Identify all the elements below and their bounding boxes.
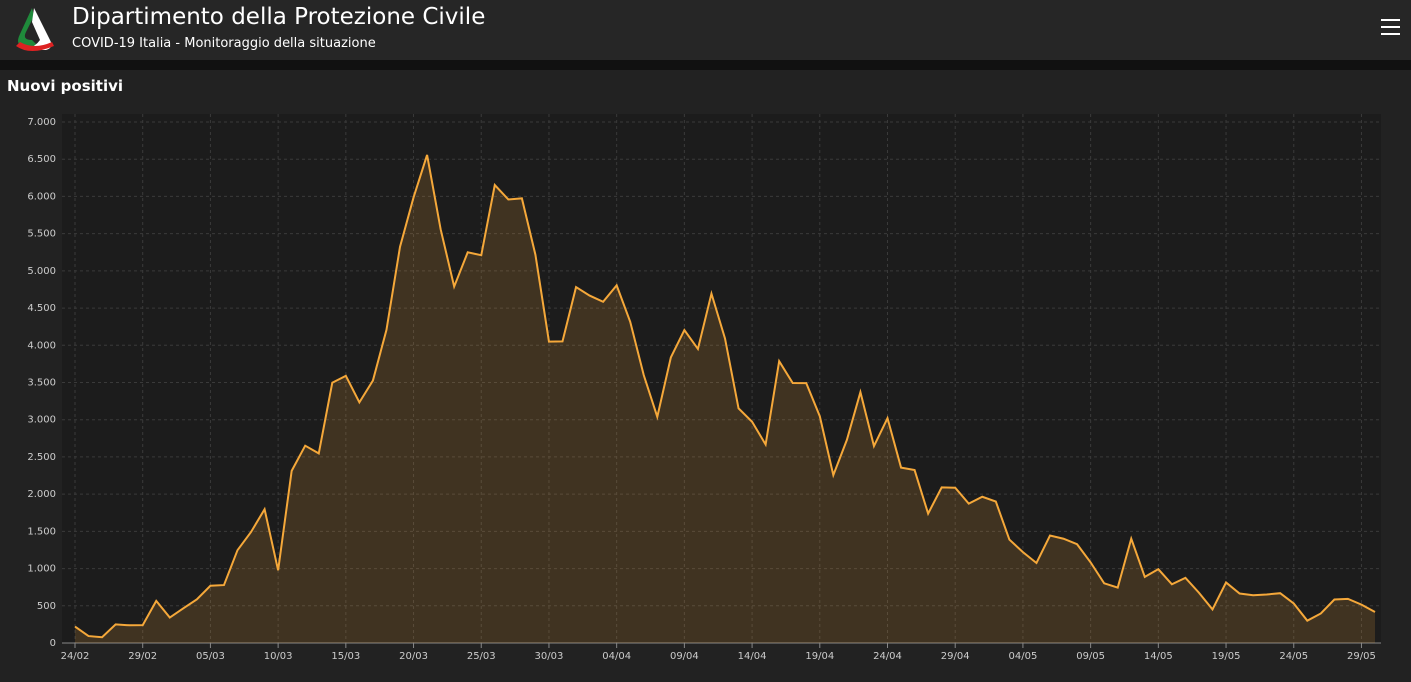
x-tick-label: 29/05 <box>1347 651 1376 662</box>
x-tick-label: 09/05 <box>1076 651 1105 662</box>
x-tick-label: 09/04 <box>670 651 699 662</box>
x-tick-label: 14/05 <box>1144 651 1173 662</box>
x-tick-label: 14/04 <box>738 651 767 662</box>
y-tick-label: 5.500 <box>27 229 56 240</box>
logo <box>16 8 54 51</box>
x-tick-label: 29/04 <box>941 651 970 662</box>
header: Dipartimento della Protezione Civile COV… <box>0 0 1411 60</box>
x-tick-label: 24/05 <box>1279 651 1308 662</box>
y-tick-label: 1.500 <box>27 526 56 537</box>
chart: 0 500 1.000 1.500 2.000 2.500 3.000 3.500 4.000 4… <box>27 114 1381 662</box>
y-tick-label: 2.500 <box>27 452 56 463</box>
x-tick-label: 29/02 <box>128 651 157 662</box>
y-tick-label: 5.000 <box>27 266 56 277</box>
x-tick-label: 30/03 <box>535 651 564 662</box>
x-tick-label: 19/04 <box>805 651 834 662</box>
y-tick-label: 3.500 <box>27 378 56 389</box>
y-tick-label: 6.500 <box>27 154 56 165</box>
x-tick-label: 05/03 <box>196 651 225 662</box>
y-tick-label: 500 <box>37 601 56 612</box>
y-tick-label: 1.000 <box>27 564 56 575</box>
y-tick-label: 4.000 <box>27 340 56 351</box>
area-fill <box>75 154 1375 643</box>
y-tick-label: 2.000 <box>27 489 56 500</box>
menu-button[interactable] <box>1380 18 1402 38</box>
x-tick-label: 19/05 <box>1212 651 1241 662</box>
header-subtitle: COVID-19 Italia - Monitoraggio della sit… <box>72 36 376 51</box>
x-tick-label: 04/04 <box>602 651 631 662</box>
x-tick-label: 04/05 <box>1009 651 1038 662</box>
x-tick-label: 24/02 <box>61 651 90 662</box>
x-tick-label: 25/03 <box>467 651 496 662</box>
x-tick-label: 15/03 <box>331 651 360 662</box>
x-tick-label: 24/04 <box>873 651 902 662</box>
plot-area <box>62 114 1381 643</box>
x-tick-label: 10/03 <box>264 651 293 662</box>
line <box>74 154 1376 639</box>
y-tick-label: 7.000 <box>27 117 56 128</box>
header-title: Dipartimento della Protezione Civile <box>72 4 486 30</box>
y-tick-label: 0 <box>50 638 56 649</box>
y-tick-label: 3.000 <box>27 415 56 426</box>
y-tick-label: 4.500 <box>27 303 56 314</box>
chart-title: Nuovi positivi <box>7 77 124 95</box>
x-tick-label: 20/03 <box>399 651 428 662</box>
y-tick-label: 6.000 <box>27 191 56 202</box>
chart-panel: Nuovi positivi 0 500 1.000 1.500 2.000 2.500 3… <box>0 70 1411 682</box>
